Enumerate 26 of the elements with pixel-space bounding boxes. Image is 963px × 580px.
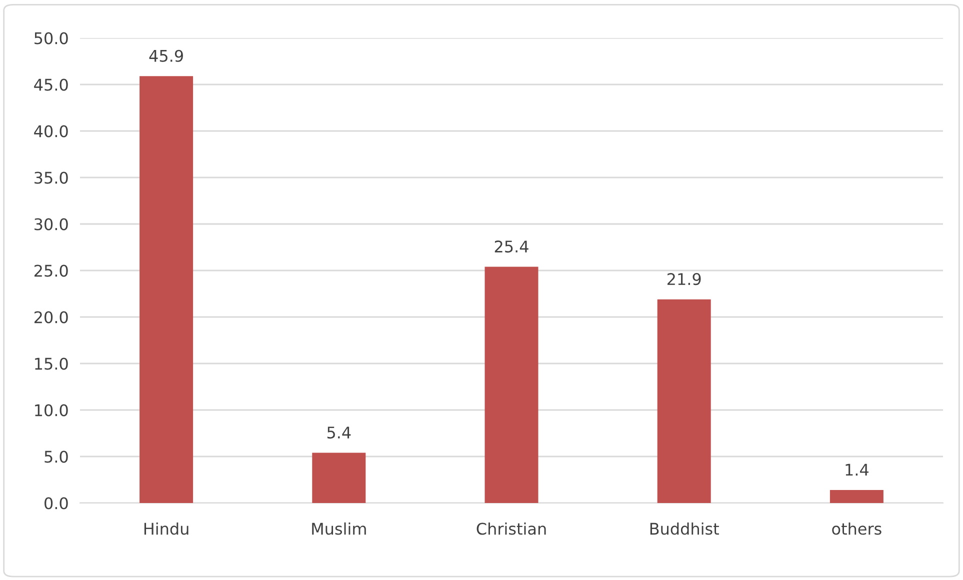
bar <box>830 490 884 503</box>
x-tick-label: Christian <box>476 522 546 535</box>
bar <box>484 266 538 503</box>
bar <box>312 452 366 503</box>
y-tick-label: 20.0 <box>34 311 68 324</box>
y-tick-label: 0.0 <box>44 497 68 510</box>
y-tick-label: 15.0 <box>35 358 68 370</box>
x-tick-label: Hindu <box>144 522 188 535</box>
y-tick-label: 50.0 <box>34 32 68 44</box>
y-tick-label: 45.0 <box>34 78 68 91</box>
y-tick-label: 10.0 <box>35 404 68 416</box>
bar <box>140 76 194 503</box>
data-label: 1.4 <box>846 464 869 476</box>
y-tick-label: 40.0 <box>34 125 68 138</box>
y-tick-label: 35.0 <box>34 172 68 184</box>
bar <box>657 299 711 503</box>
y-tick-label: 25.0 <box>34 264 68 277</box>
x-tick-label: Muslim <box>312 522 366 535</box>
x-tick-label: others <box>832 522 882 535</box>
data-label: 21.9 <box>667 273 701 286</box>
x-tick-label: Buddhist <box>650 522 719 535</box>
data-label: 5.4 <box>327 426 351 439</box>
y-tick-label: 5.0 <box>44 450 68 463</box>
data-label: 45.9 <box>149 50 183 62</box>
data-label: 25.4 <box>494 240 528 253</box>
y-tick-label: 30.0 <box>34 218 68 230</box>
